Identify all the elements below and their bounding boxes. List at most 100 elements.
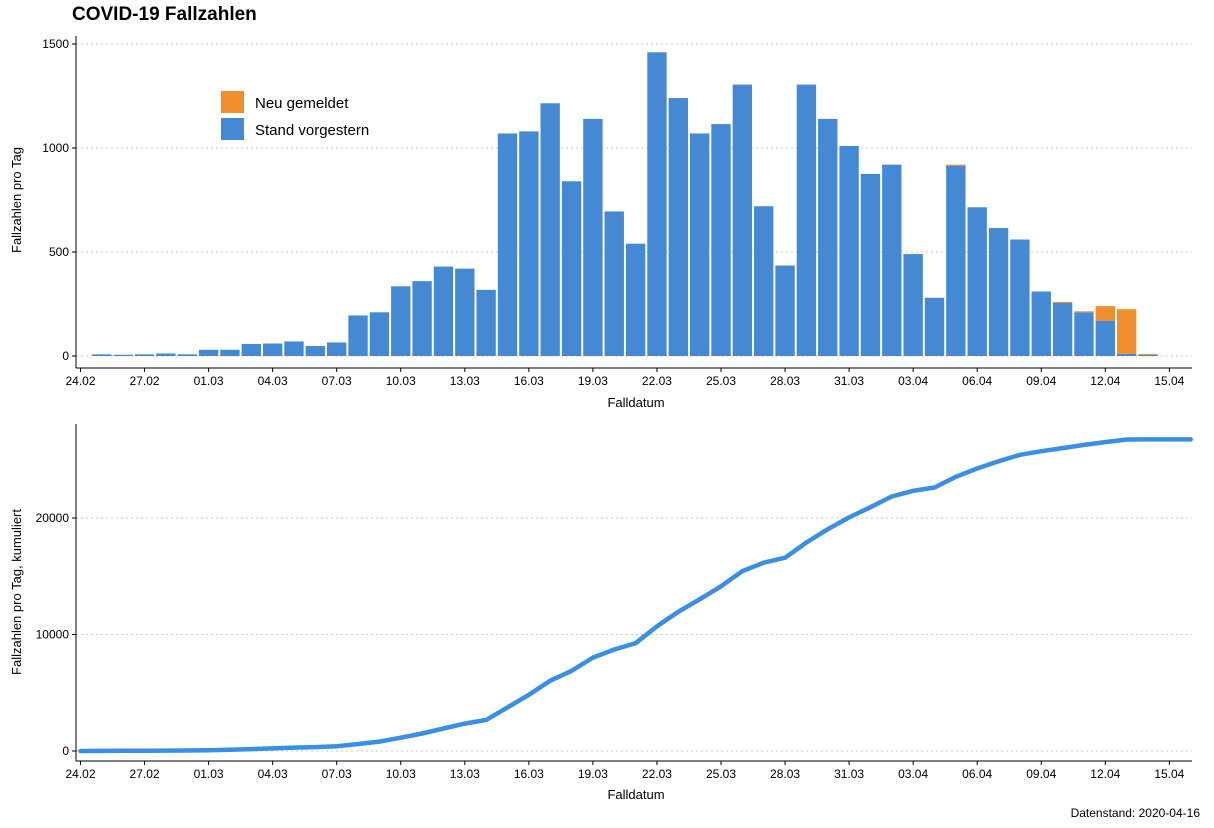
bar-x-tick-label-16.03: 16.03 xyxy=(514,374,544,388)
bar-chart-legend: Neu gemeldet Stand vorgestern xyxy=(221,91,369,140)
line-chart-ylabel: Fallzahlen pro Tag, kumuliert xyxy=(9,509,24,675)
bar-y-tick-label-1000: 1000 xyxy=(42,141,69,155)
bar-stand-vorgestern-28.02 xyxy=(156,353,176,356)
bar-stand-vorgestern-07.04 xyxy=(988,228,1009,356)
bar-x-tick-label-10.03: 10.03 xyxy=(386,374,416,388)
bar-neu-gemeldet-12.04 xyxy=(1095,306,1115,321)
bar-stand-vorgestern-26.02 xyxy=(113,354,133,356)
bar-stand-vorgestern-04.03 xyxy=(262,343,283,356)
line-x-tick-label-31.03: 31.03 xyxy=(834,767,864,781)
bar-stand-vorgestern-24.03 xyxy=(689,133,710,356)
bar-stand-vorgestern-04.04 xyxy=(924,297,945,356)
bar-stand-vorgestern-29.03 xyxy=(796,84,817,356)
bar-x-tick-label-01.03: 01.03 xyxy=(194,374,224,388)
line-x-tick-label-01.03: 01.03 xyxy=(194,767,224,781)
bar-stand-vorgestern-14.03 xyxy=(476,289,496,356)
line-chart-series-line xyxy=(78,437,1193,754)
line-x-tick-label-27.02: 27.02 xyxy=(130,767,160,781)
line-x-tick-label-03.04: 03.04 xyxy=(898,767,928,781)
bar-x-tick-label-06.04: 06.04 xyxy=(962,374,992,388)
line-x-tick-label-25.03: 25.03 xyxy=(706,767,736,781)
bar-chart: 0 500 1000 1500 24.02 27.02 01.03 04.03 07.03 10.… xyxy=(9,36,1192,410)
bar-stand-vorgestern-17.03 xyxy=(540,103,560,356)
line-x-tick-label-19.03: 19.03 xyxy=(578,767,608,781)
line-chart-gridlines xyxy=(76,517,1192,752)
line-chart-xlabel: Falldatum xyxy=(607,787,664,802)
legend-swatch-neu-gemeldet xyxy=(221,91,244,113)
data-status-note: Datenstand: 2020-04-16 xyxy=(1070,806,1200,820)
bar-stand-vorgestern-08.03 xyxy=(348,315,368,356)
line-x-tick-label-09.04: 09.04 xyxy=(1026,767,1056,781)
bar-neu-gemeldet-11.04 xyxy=(1074,311,1094,313)
line-x-tick-label-04.03: 04.03 xyxy=(258,767,288,781)
bar-stand-vorgestern-06.03 xyxy=(305,346,326,356)
bar-x-tick-label-19.03: 19.03 xyxy=(578,374,608,388)
bar-x-tick-label-27.02: 27.02 xyxy=(130,374,160,388)
bar-stand-vorgestern-27.02 xyxy=(134,354,155,356)
line-x-tick-label-24.02: 24.02 xyxy=(65,767,95,781)
bar-x-tick-label-25.03: 25.03 xyxy=(706,374,736,388)
bar-stand-vorgestern-10.03 xyxy=(391,286,411,356)
bar-x-tick-label-15.04: 15.04 xyxy=(1154,374,1184,388)
bar-stand-vorgestern-14.04 xyxy=(1138,354,1158,356)
bar-stand-vorgestern-20.03 xyxy=(604,211,624,356)
line-x-tick-label-06.04: 06.04 xyxy=(962,767,992,781)
bar-chart-bars xyxy=(92,52,1158,356)
line-x-tick-label-16.03: 16.03 xyxy=(514,767,544,781)
bar-x-tick-label-03.04: 03.04 xyxy=(898,374,928,388)
line-y-tick-label-10000: 10000 xyxy=(36,628,70,642)
bar-stand-vorgestern-19.03 xyxy=(583,118,603,356)
bar-x-tick-label-28.03: 28.03 xyxy=(770,374,800,388)
bar-stand-vorgestern-02.04 xyxy=(882,164,902,356)
bar-stand-vorgestern-08.04 xyxy=(1010,239,1030,356)
bar-stand-vorgestern-03.04 xyxy=(903,254,923,356)
line-y-tick-label-0: 0 xyxy=(62,744,69,758)
bar-stand-vorgestern-01.03 xyxy=(198,349,219,356)
bar-x-tick-label-12.04: 12.04 xyxy=(1090,374,1120,388)
bar-x-tick-label-22.03: 22.03 xyxy=(642,374,672,388)
bar-x-tick-label-31.03: 31.03 xyxy=(834,374,864,388)
bar-stand-vorgestern-05.04 xyxy=(946,165,966,356)
bar-x-tick-label-13.03: 13.03 xyxy=(450,374,480,388)
bar-stand-vorgestern-25.03 xyxy=(711,124,731,356)
bar-y-tick-label-0: 0 xyxy=(62,349,69,363)
bar-stand-vorgestern-12.04 xyxy=(1095,320,1115,356)
bar-stand-vorgestern-22.03 xyxy=(647,52,667,356)
bar-stand-vorgestern-03.03 xyxy=(241,343,261,356)
bar-neu-gemeldet-05.04 xyxy=(946,164,966,166)
bar-x-tick-label-24.02: 24.02 xyxy=(65,374,95,388)
line-y-tick-label-20000: 20000 xyxy=(36,511,70,525)
bar-stand-vorgestern-27.03 xyxy=(754,206,774,356)
bar-stand-vorgestern-16.03 xyxy=(519,131,539,356)
bar-stand-vorgestern-10.04 xyxy=(1052,302,1073,356)
bar-stand-vorgestern-23.03 xyxy=(668,98,688,356)
bar-stand-vorgestern-29.02 xyxy=(177,354,197,356)
legend-label-neu-gemeldet: Neu gemeldet xyxy=(255,95,349,112)
legend-label-stand-vorgestern: Stand vorgestern xyxy=(255,122,369,139)
bar-stand-vorgestern-11.03 xyxy=(412,281,432,356)
bar-stand-vorgestern-09.03 xyxy=(369,312,390,356)
bar-stand-vorgestern-31.03 xyxy=(839,145,859,356)
bar-stand-vorgestern-11.04 xyxy=(1074,312,1094,356)
bar-stand-vorgestern-26.03 xyxy=(732,84,753,356)
bar-y-tick-label-1500: 1500 xyxy=(42,37,69,51)
bar-x-tick-label-04.03: 04.03 xyxy=(258,374,288,388)
bar-stand-vorgestern-15.03 xyxy=(497,133,518,356)
bar-x-tick-label-07.03: 07.03 xyxy=(322,374,352,388)
bar-neu-gemeldet-14.04 xyxy=(1138,353,1158,355)
line-chart: 0 10000 20000 24.02 27.02 01.03 04.03 07.03 10.0… xyxy=(9,424,1193,802)
line-x-tick-label-15.04: 15.04 xyxy=(1154,767,1184,781)
bar-stand-vorgestern-18.03 xyxy=(561,181,582,356)
line-x-tick-label-07.03: 07.03 xyxy=(322,767,352,781)
line-x-tick-label-12.04: 12.04 xyxy=(1090,767,1120,781)
bar-y-tick-label-500: 500 xyxy=(49,245,69,259)
bar-stand-vorgestern-06.04 xyxy=(967,207,987,356)
legend-swatch-stand-vorgestern xyxy=(221,118,244,140)
bar-stand-vorgestern-07.03 xyxy=(327,342,347,356)
bar-chart-axes: 0 500 1000 1500 24.02 27.02 01.03 04.03 07.03 10.… xyxy=(42,36,1192,388)
bar-stand-vorgestern-05.03 xyxy=(284,341,304,356)
bar-stand-vorgestern-02.03 xyxy=(220,349,240,356)
page-title: COVID-19 Fallzahlen xyxy=(72,4,257,25)
line-x-tick-label-10.03: 10.03 xyxy=(386,767,416,781)
